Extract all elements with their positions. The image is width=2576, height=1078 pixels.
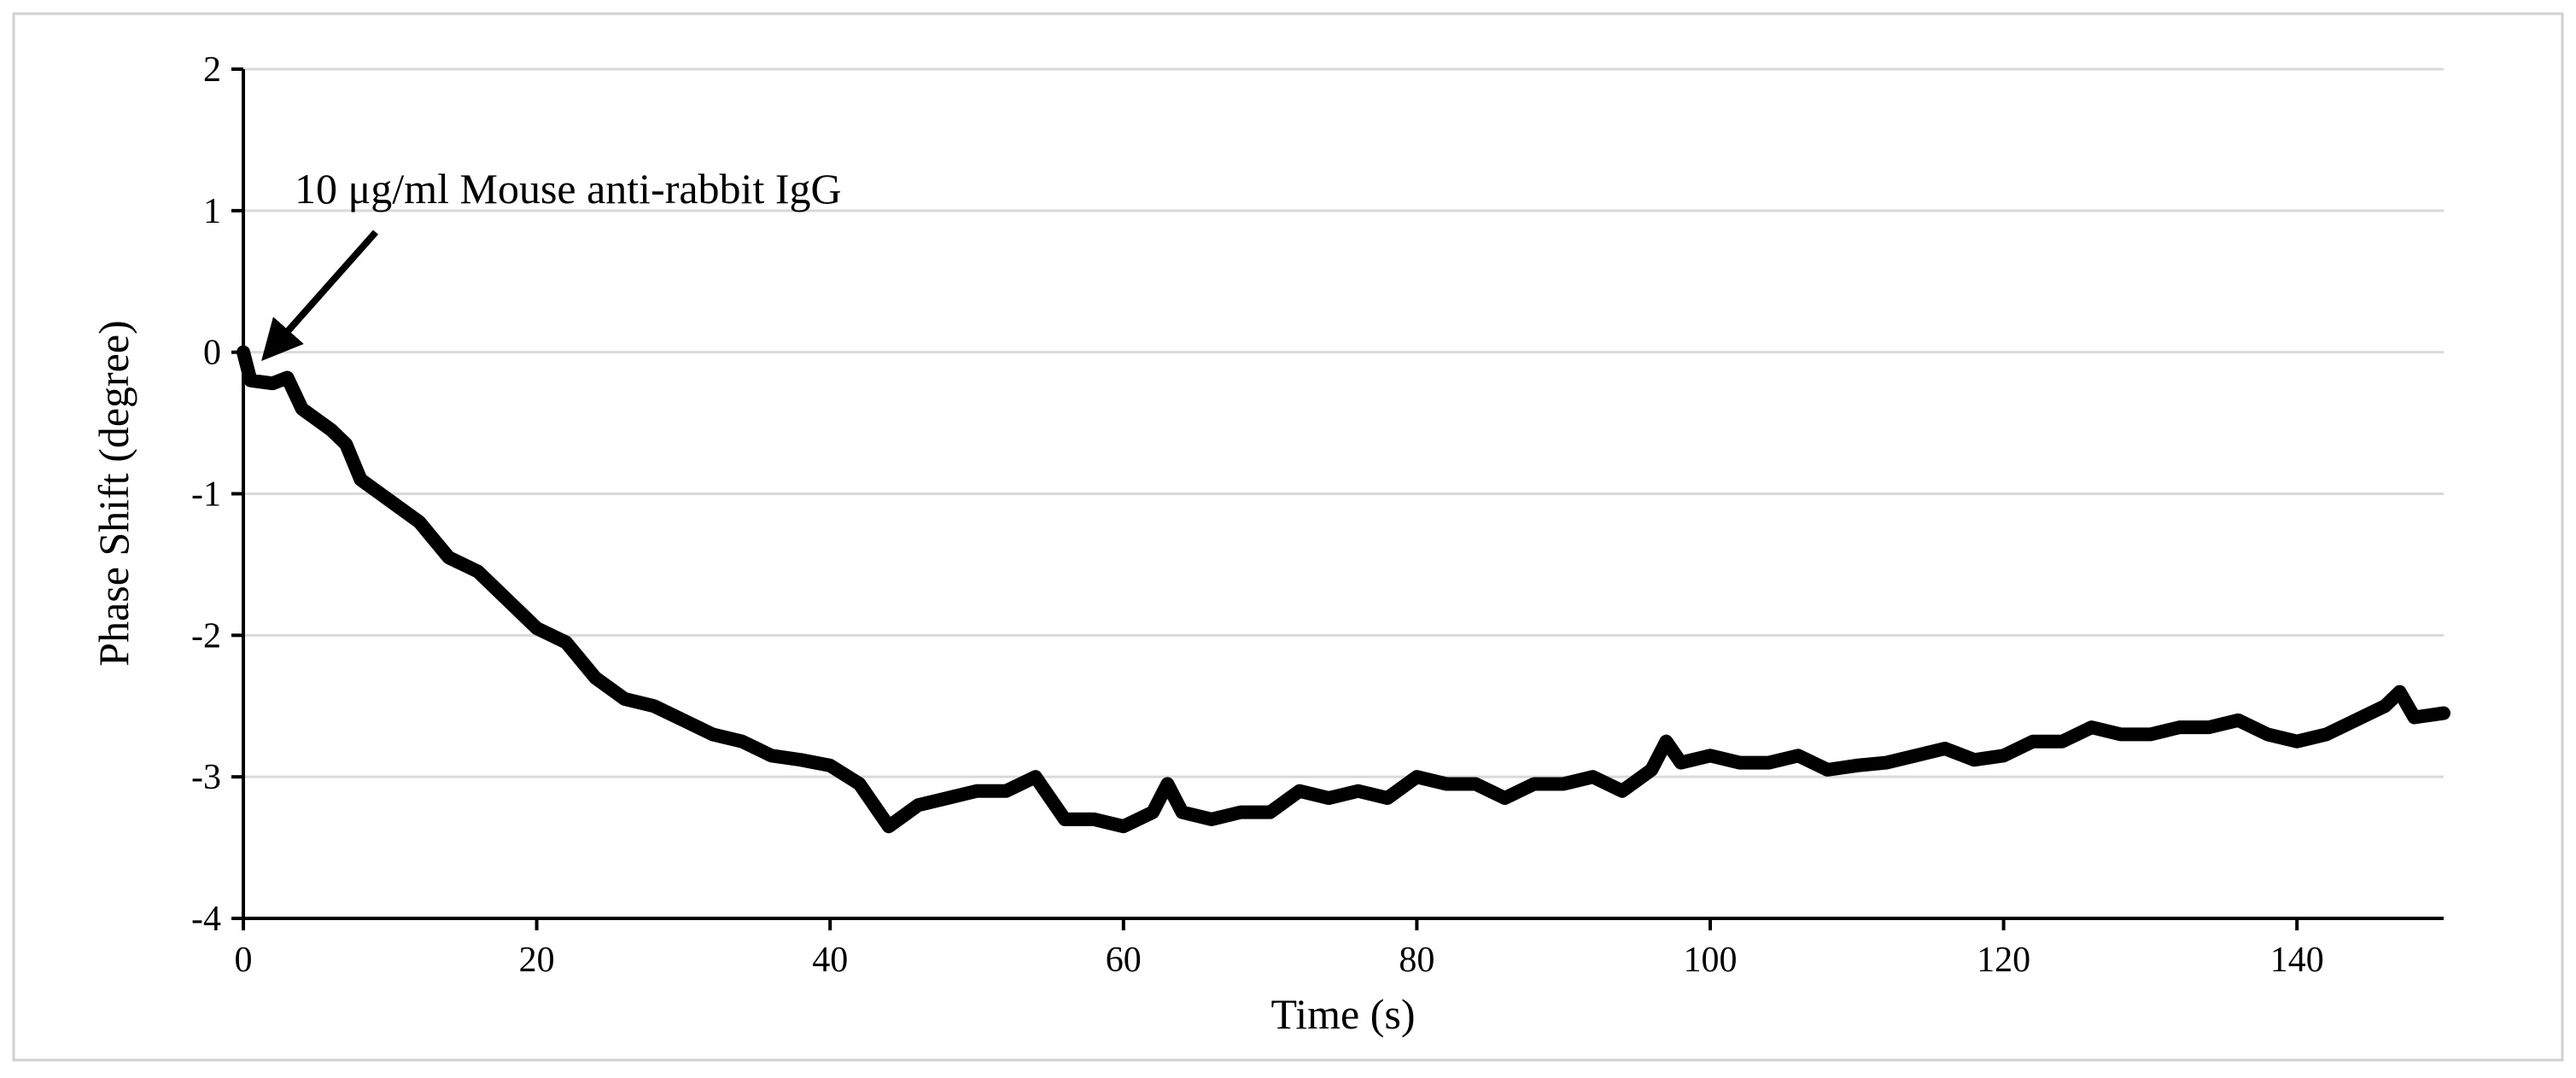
x-tick-label: 0 — [235, 941, 253, 980]
annotation: 10 μg/ml Mouse anti-rabbit IgG — [295, 165, 842, 213]
y-axis-title: Phase Shift (degree) — [90, 320, 137, 666]
x-tick-label: 140 — [2270, 941, 2324, 980]
series-line — [237, 345, 2450, 834]
y-tick-label: -3 — [191, 758, 221, 797]
y-tick-label: 1 — [203, 192, 221, 231]
x-tick-label: 80 — [1399, 941, 1434, 980]
y-tick-label: -1 — [191, 475, 221, 515]
x-tick-label: 40 — [812, 941, 848, 980]
plot — [237, 345, 2450, 834]
y-tick-label: -2 — [191, 616, 221, 656]
x-axis-title: Time (s) — [1270, 990, 1415, 1038]
x-tick-label: 20 — [519, 941, 555, 980]
y-tick-label: 2 — [203, 50, 221, 90]
x-tick-label: 120 — [1977, 941, 2030, 980]
annotation-arrow — [261, 230, 378, 361]
x-tick-label: 60 — [1106, 941, 1142, 980]
y-tick-label: -4 — [191, 900, 221, 939]
x-tick-label: 100 — [1684, 941, 1738, 980]
y-tick-label: 0 — [203, 334, 221, 373]
chart-border — [12, 12, 2564, 1062]
